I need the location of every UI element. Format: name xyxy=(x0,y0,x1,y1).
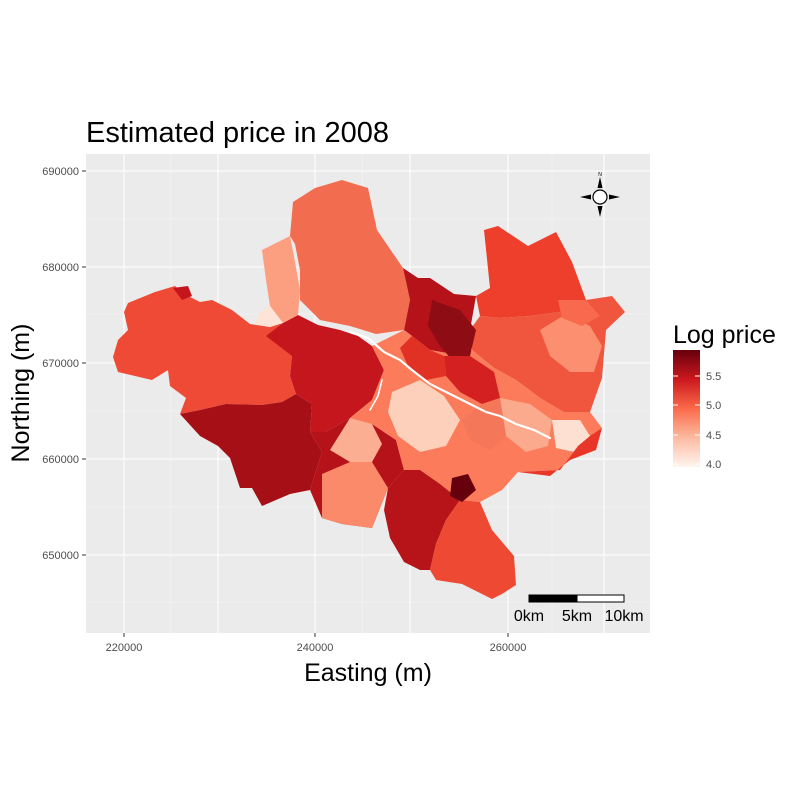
legend-tick-label: 5.0 xyxy=(706,400,721,412)
y-tick-label: 670000 xyxy=(42,358,79,370)
region-south-light xyxy=(322,462,388,528)
river xyxy=(348,330,552,440)
region-center-north xyxy=(400,336,446,380)
region-center-light xyxy=(388,380,460,452)
region-se-light xyxy=(500,398,552,452)
river-branch xyxy=(369,379,383,411)
scale-bar-label-5: 5km xyxy=(562,608,592,625)
x-axis-title: Easting (m) xyxy=(304,659,432,687)
scale-bar: 0km 5km 10km xyxy=(514,594,644,625)
region-west xyxy=(113,286,296,414)
y-tick-label: 650000 xyxy=(42,550,79,562)
scale-bar-label-0: 0km xyxy=(514,608,544,625)
scale-bar-segment-1 xyxy=(528,594,578,603)
region-east-mid xyxy=(518,428,602,476)
region-nw-top-dark xyxy=(173,286,192,300)
north-arrow-letter: N xyxy=(598,172,602,178)
x-axis: 220000 240000 260000 xyxy=(106,633,527,654)
region-southwest xyxy=(180,394,322,506)
y-tick-label: 690000 xyxy=(42,166,79,178)
y-axis-title: Northing (m) xyxy=(7,324,35,463)
y-tick-label: 680000 xyxy=(42,262,79,274)
region-northwest xyxy=(262,236,300,323)
region-sw-of-center xyxy=(330,418,382,462)
y-tick-label: 660000 xyxy=(42,454,79,466)
legend-tick-label: 5.5 xyxy=(706,371,721,383)
region-southeast xyxy=(430,500,516,599)
region-ne-small xyxy=(558,300,600,326)
region-east-light xyxy=(540,314,602,372)
map-title: Estimated price in 2008 xyxy=(86,117,389,149)
x-tick-label: 260000 xyxy=(490,642,527,654)
scale-bar-segment-2 xyxy=(576,594,625,603)
region-south xyxy=(384,470,460,570)
compass-rose-icon: N xyxy=(580,172,620,217)
legend-tick-label: 4.0 xyxy=(706,459,721,471)
legend: Log price 5.5 5.0 4.5 4.0 xyxy=(673,321,776,471)
region-center-mid xyxy=(444,356,500,404)
region-northwest-pink xyxy=(255,306,283,327)
legend-title: Log price xyxy=(673,321,776,349)
x-tick-label: 240000 xyxy=(297,642,334,654)
region-south-dark xyxy=(450,474,476,502)
y-axis: 690000 680000 670000 660000 650000 xyxy=(42,166,86,562)
region-north xyxy=(290,180,410,334)
region-center-east xyxy=(462,398,506,450)
legend-tick-label: 4.5 xyxy=(706,430,721,442)
x-tick-label: 220000 xyxy=(106,642,143,654)
scale-bar-label-10: 10km xyxy=(604,608,643,625)
region-center-dark xyxy=(428,300,476,360)
legend-colorbar xyxy=(673,350,700,467)
region-northeast xyxy=(476,226,586,318)
region-west-central xyxy=(266,315,384,432)
choropleth-map xyxy=(113,180,625,599)
